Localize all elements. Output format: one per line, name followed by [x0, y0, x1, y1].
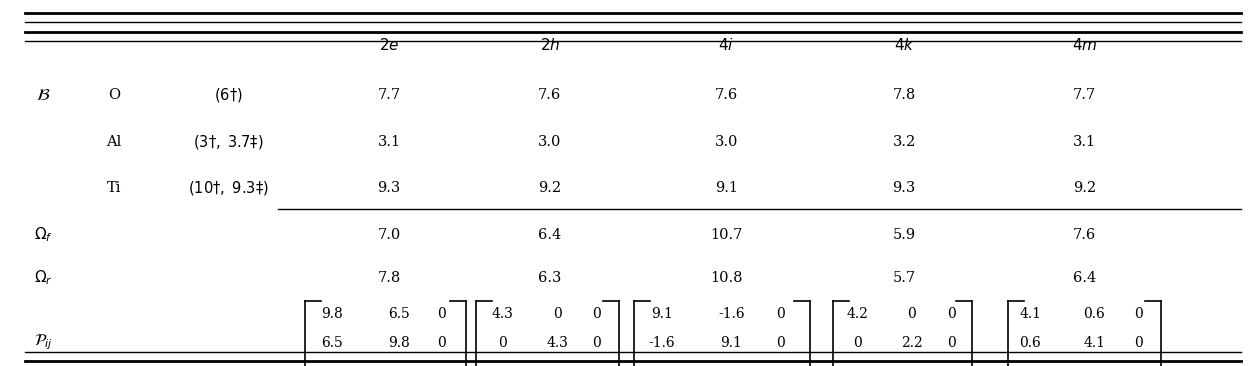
Text: 0: 0 — [437, 336, 446, 350]
Text: 10.7: 10.7 — [711, 228, 742, 242]
Text: 0: 0 — [946, 336, 955, 350]
Text: 9.1: 9.1 — [721, 336, 742, 350]
Text: 0: 0 — [1134, 307, 1143, 321]
Text: $(3{\dagger},\ 3.7{\ddagger})$: $(3{\dagger},\ 3.7{\ddagger})$ — [194, 133, 263, 151]
Text: 7.0: 7.0 — [378, 228, 401, 242]
Text: 9.2: 9.2 — [1072, 182, 1096, 195]
Text: -1.6: -1.6 — [718, 307, 745, 321]
Text: 10.8: 10.8 — [711, 271, 742, 285]
Text: 0: 0 — [592, 336, 601, 350]
Text: 3.1: 3.1 — [378, 135, 401, 149]
Text: 9.1: 9.1 — [714, 182, 738, 195]
Text: 9.3: 9.3 — [378, 182, 401, 195]
Text: 3.0: 3.0 — [538, 135, 562, 149]
Text: 4.2: 4.2 — [847, 307, 868, 321]
Text: $(6{\dagger})$: $(6{\dagger})$ — [214, 86, 243, 104]
Text: $(10{\dagger},\ 9.3{\ddagger})$: $(10{\dagger},\ 9.3{\ddagger})$ — [188, 179, 270, 197]
Text: 7.7: 7.7 — [378, 88, 401, 102]
Text: 2.2: 2.2 — [901, 336, 922, 350]
Text: 3.0: 3.0 — [714, 135, 738, 149]
Text: 9.3: 9.3 — [892, 182, 916, 195]
Text: 5.7: 5.7 — [892, 271, 916, 285]
Text: 7.7: 7.7 — [1072, 88, 1096, 102]
Text: 9.8: 9.8 — [388, 336, 410, 350]
Text: 4.1: 4.1 — [1084, 336, 1105, 350]
Text: 3.1: 3.1 — [1072, 135, 1096, 149]
Text: $\mathcal{B}$: $\mathcal{B}$ — [37, 86, 50, 104]
Text: 7.6: 7.6 — [538, 88, 562, 102]
Text: 0: 0 — [592, 307, 601, 321]
Text: Al: Al — [106, 135, 121, 149]
Text: O: O — [108, 88, 120, 102]
Text: 4.1: 4.1 — [1019, 307, 1041, 321]
Text: 4.3: 4.3 — [491, 307, 514, 321]
Text: $\mathit{4m}$: $\mathit{4m}$ — [1072, 37, 1097, 53]
Text: 7.8: 7.8 — [892, 88, 916, 102]
Text: 6.5: 6.5 — [388, 307, 410, 321]
Text: 5.9: 5.9 — [892, 228, 916, 242]
Text: -1.6: -1.6 — [649, 336, 675, 350]
Text: 6.3: 6.3 — [538, 271, 562, 285]
Text: 6.4: 6.4 — [538, 228, 562, 242]
Text: $\mathcal{P}_{ij}$: $\mathcal{P}_{ij}$ — [34, 333, 53, 352]
Text: $\mathit{4i}$: $\mathit{4i}$ — [718, 37, 735, 53]
Text: 0: 0 — [776, 336, 785, 350]
Text: 7.8: 7.8 — [378, 271, 401, 285]
Text: 0.6: 0.6 — [1084, 307, 1105, 321]
Text: 0.6: 0.6 — [1019, 336, 1041, 350]
Text: 0: 0 — [499, 336, 508, 350]
Text: 0: 0 — [907, 307, 916, 321]
Text: 9.8: 9.8 — [321, 307, 343, 321]
Text: 0: 0 — [437, 307, 446, 321]
Text: 6.5: 6.5 — [321, 336, 343, 350]
Text: $\Omega_r$: $\Omega_r$ — [34, 269, 53, 287]
Text: $\mathit{2h}$: $\mathit{2h}$ — [539, 37, 559, 53]
Text: $\mathit{2e}$: $\mathit{2e}$ — [379, 37, 399, 53]
Text: 0: 0 — [946, 307, 955, 321]
Text: 0: 0 — [853, 336, 862, 350]
Text: 9.1: 9.1 — [651, 307, 673, 321]
Text: 7.6: 7.6 — [714, 88, 738, 102]
Text: 4.3: 4.3 — [546, 336, 568, 350]
Text: 6.4: 6.4 — [1072, 271, 1096, 285]
Text: 0: 0 — [1134, 336, 1143, 350]
Text: 0: 0 — [553, 307, 562, 321]
Text: Ti: Ti — [107, 182, 121, 195]
Text: $\mathit{4k}$: $\mathit{4k}$ — [893, 37, 915, 53]
Text: 7.6: 7.6 — [1072, 228, 1096, 242]
Text: 0: 0 — [776, 307, 785, 321]
Text: 3.2: 3.2 — [892, 135, 916, 149]
Text: $\Omega_f$: $\Omega_f$ — [34, 226, 53, 244]
Text: 9.2: 9.2 — [538, 182, 561, 195]
